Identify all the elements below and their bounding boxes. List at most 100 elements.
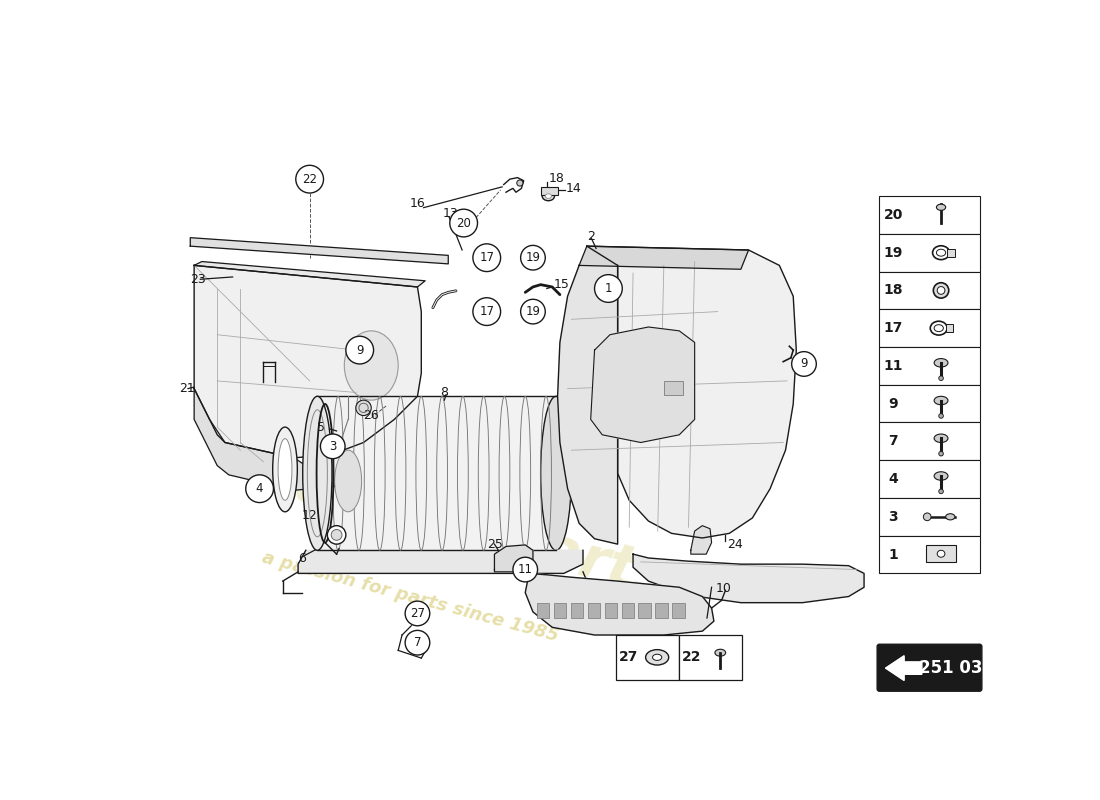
Ellipse shape: [542, 191, 554, 201]
Text: 16: 16: [409, 197, 426, 210]
Ellipse shape: [934, 396, 948, 405]
Bar: [880, 310, 980, 347]
Polygon shape: [634, 554, 865, 602]
Bar: [880, 536, 980, 574]
Polygon shape: [691, 526, 712, 554]
Circle shape: [345, 336, 374, 364]
Ellipse shape: [344, 331, 398, 400]
Text: 26: 26: [363, 409, 379, 422]
Circle shape: [938, 414, 944, 418]
Circle shape: [328, 526, 345, 544]
Ellipse shape: [933, 282, 949, 298]
Text: 22: 22: [302, 173, 317, 186]
Ellipse shape: [934, 358, 948, 367]
Polygon shape: [558, 266, 618, 544]
Circle shape: [356, 400, 372, 415]
Text: 4: 4: [889, 472, 899, 486]
Circle shape: [938, 489, 944, 494]
Polygon shape: [190, 238, 449, 264]
Ellipse shape: [273, 427, 297, 512]
Bar: [880, 196, 980, 234]
Bar: [541, 187, 558, 194]
Ellipse shape: [934, 325, 944, 332]
Ellipse shape: [946, 514, 955, 520]
Text: 1: 1: [605, 282, 613, 295]
Text: 27: 27: [410, 607, 425, 620]
Bar: [880, 498, 980, 536]
Polygon shape: [580, 246, 749, 270]
Polygon shape: [886, 656, 922, 681]
Circle shape: [792, 352, 816, 376]
Circle shape: [520, 299, 546, 324]
Text: 7: 7: [889, 434, 898, 448]
Text: 18: 18: [883, 283, 903, 298]
Ellipse shape: [936, 204, 946, 210]
Circle shape: [473, 298, 500, 326]
Bar: [880, 347, 980, 385]
Ellipse shape: [278, 438, 292, 500]
Bar: [880, 385, 980, 422]
Bar: [553, 602, 566, 618]
Text: 4: 4: [256, 482, 263, 495]
Text: 7: 7: [414, 636, 421, 650]
Circle shape: [595, 274, 623, 302]
Circle shape: [331, 530, 342, 540]
Text: 9: 9: [800, 358, 807, 370]
Text: 18: 18: [548, 172, 564, 185]
Text: 5: 5: [318, 421, 326, 434]
Text: 19: 19: [526, 251, 540, 264]
Text: 24: 24: [727, 538, 742, 550]
Bar: [587, 602, 600, 618]
Bar: [947, 249, 955, 257]
Ellipse shape: [546, 194, 551, 198]
Circle shape: [520, 246, 546, 270]
Circle shape: [938, 376, 944, 381]
Bar: [621, 602, 634, 618]
Circle shape: [473, 244, 500, 271]
Ellipse shape: [652, 654, 662, 661]
Ellipse shape: [334, 450, 362, 512]
Bar: [616, 635, 680, 680]
Bar: [664, 381, 683, 394]
Bar: [880, 234, 980, 271]
Text: 17: 17: [480, 305, 494, 318]
Text: 3: 3: [889, 510, 898, 524]
Text: 20: 20: [883, 208, 903, 222]
Circle shape: [320, 434, 345, 458]
Text: 23: 23: [190, 273, 206, 286]
Polygon shape: [195, 389, 337, 490]
Text: 10: 10: [715, 582, 732, 595]
Text: 17: 17: [480, 251, 494, 264]
Bar: [571, 602, 583, 618]
Text: 8: 8: [440, 386, 449, 399]
Polygon shape: [526, 574, 714, 635]
Circle shape: [450, 209, 477, 237]
Polygon shape: [195, 262, 425, 287]
Polygon shape: [298, 550, 583, 574]
Ellipse shape: [937, 286, 945, 294]
Circle shape: [517, 180, 522, 186]
Bar: [605, 602, 617, 618]
Bar: [880, 271, 980, 310]
Polygon shape: [318, 396, 556, 550]
Bar: [537, 602, 549, 618]
Text: 3: 3: [329, 440, 337, 453]
Text: 11: 11: [518, 563, 532, 576]
Text: 22: 22: [682, 650, 702, 664]
Ellipse shape: [302, 396, 332, 550]
Polygon shape: [195, 266, 421, 458]
Bar: [680, 635, 742, 680]
Bar: [880, 422, 980, 460]
Polygon shape: [591, 327, 695, 442]
Ellipse shape: [934, 472, 948, 480]
Ellipse shape: [934, 434, 948, 442]
Bar: [656, 602, 668, 618]
Text: 2: 2: [587, 230, 595, 242]
Text: 21: 21: [178, 382, 195, 395]
Ellipse shape: [936, 250, 946, 256]
Text: 15: 15: [553, 278, 570, 291]
Polygon shape: [495, 545, 534, 572]
Text: 19: 19: [526, 305, 540, 318]
Ellipse shape: [646, 650, 669, 665]
Text: eurocarparts: eurocarparts: [251, 445, 676, 610]
